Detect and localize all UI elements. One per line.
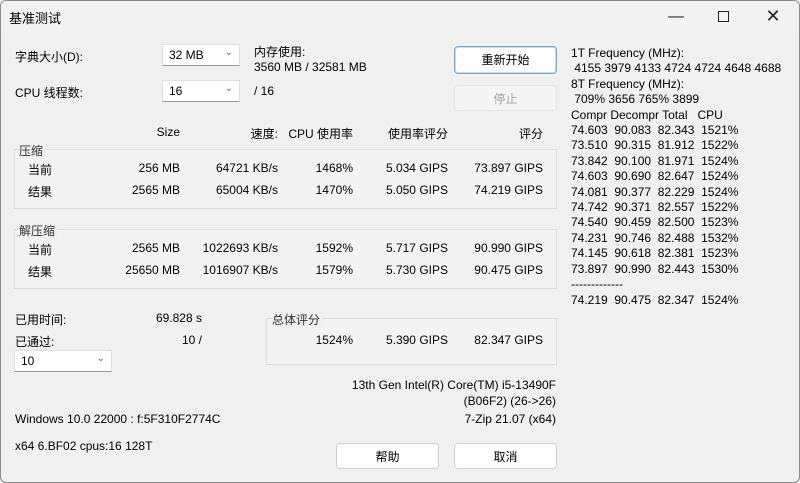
os-info: Windows 10.0 22000 : f:5F310F2774C (15, 412, 221, 426)
passes-select[interactable]: 10 ⌄ (14, 350, 112, 372)
arch-info: x64 6.BF02 cpus:16 128T (15, 439, 153, 453)
restart-button[interactable]: 重新开始 (454, 46, 557, 74)
decompress-size: 2565 MB (131, 241, 180, 255)
stop-button[interactable]: 停止 (454, 85, 557, 111)
total-score: 82.347 GIPS (474, 333, 543, 347)
log-line: 74.219 90.475 82.347 1524% (571, 292, 739, 307)
compress-size: 256 MB (138, 161, 180, 175)
window-title: 基准测试 (9, 11, 62, 26)
log-line: 74.081 90.377 82.229 1524% (571, 184, 739, 199)
chevron-down-icon: ⌄ (224, 47, 233, 58)
chevron-down-icon: ⌄ (96, 353, 105, 364)
compress-rating: 5.034 GIPS (385, 161, 448, 175)
total-label: 总体评分 (272, 311, 323, 328)
compress-cpu-usage: 1468% (315, 161, 353, 175)
cpu-name: 13th Gen Intel(R) Core(TM) i5-13490F (351, 378, 556, 392)
threads-value: 16 (169, 84, 183, 98)
log-line: ------------- (571, 277, 623, 292)
compress-cpu-usage: 1470% (315, 183, 353, 197)
threads-max: / 16 (254, 84, 275, 98)
chevron-down-icon: ⌄ (224, 83, 233, 94)
threads-select[interactable]: 16 ⌄ (162, 80, 240, 102)
compress-row-label: 结果 (28, 185, 53, 199)
log-line: 709% 3656 765% 3899 (571, 92, 700, 107)
decompress-rating: 5.730 GIPS (385, 263, 448, 277)
log-line: 8T Frequency (MHz): (571, 76, 685, 91)
version-info: 7-Zip 21.07 (x64) (464, 412, 556, 426)
memory-label: 内存使用: (254, 45, 306, 59)
title-bar: 基准测试 — ✕ (1, 1, 799, 32)
compress-size: 2565 MB (131, 183, 180, 197)
log-line: 73.842 90.100 81.971 1524% (571, 153, 739, 168)
threads-label: CPU 线程数: (15, 86, 84, 100)
log-line: 74.603 90.083 82.343 1521% (571, 123, 739, 138)
log-line: 4155 3979 4133 4724 4724 4648 4688 (571, 61, 782, 76)
benchmark-log: 1T Frequency (MHz): 4155 3979 4133 4724 … (571, 46, 781, 308)
header-size: Size (156, 125, 180, 139)
close-icon[interactable]: ✕ (765, 6, 781, 26)
decompress-group (14, 229, 557, 289)
header-score: 评分 (518, 127, 543, 141)
decompress-row-label: 结果 (28, 265, 53, 279)
decompress-speed: 1022693 KB/s (202, 241, 278, 255)
dict-size-label: 字典大小(D): (15, 50, 83, 64)
compress-speed: 64721 KB/s (215, 161, 278, 175)
log-line: Compr Decompr Total CPU (571, 107, 723, 122)
elapsed-value: 69.828 s (155, 311, 202, 325)
compress-score: 74.219 GIPS (474, 183, 543, 197)
log-line: 74.145 90.618 82.381 1523% (571, 246, 739, 261)
maximize-icon[interactable] (700, 1, 746, 32)
help-button[interactable]: 帮助 (336, 443, 439, 469)
decompress-rating: 5.717 GIPS (385, 241, 448, 255)
log-line: 74.540 90.459 82.500 1523% (571, 215, 739, 230)
total-rating: 5.390 GIPS (385, 333, 448, 347)
dict-size-select[interactable]: 32 MB ⌄ (162, 44, 240, 66)
compress-row-label: 当前 (28, 163, 53, 177)
header-rating: 使用率评分 (387, 127, 448, 141)
log-line: 74.231 90.746 82.488 1532% (571, 230, 739, 245)
log-line: 73.510 90.315 81.912 1522% (571, 138, 739, 153)
log-line: 73.897 90.990 82.443 1530% (571, 261, 739, 276)
compress-group (14, 149, 557, 209)
passed-label: 已通过: (15, 335, 55, 349)
passed-value: 10 / (181, 333, 202, 347)
decompress-speed: 1016907 KB/s (202, 263, 278, 277)
decompress-label: 解压缩 (19, 222, 58, 239)
cpu-id: (B06F2) (26->26) (463, 394, 556, 408)
compress-speed: 65004 KB/s (215, 183, 278, 197)
log-line: 1T Frequency (MHz): (571, 46, 685, 60)
compress-score: 73.897 GIPS (474, 161, 543, 175)
passes-value: 10 (21, 354, 35, 368)
decompress-score: 90.475 GIPS (474, 263, 543, 277)
minimize-icon[interactable]: — (668, 7, 684, 25)
elapsed-label: 已用时间: (15, 313, 67, 327)
header-speed: 速度: (250, 127, 278, 141)
compress-label: 压缩 (19, 142, 46, 159)
cancel-button[interactable]: 取消 (454, 443, 557, 469)
decompress-row-label: 当前 (28, 243, 53, 257)
decompress-size: 25650 MB (125, 263, 180, 277)
decompress-cpu-usage: 1579% (315, 263, 353, 277)
dict-size-value: 32 MB (169, 48, 204, 62)
memory-value: 3560 MB / 32581 MB (254, 60, 367, 74)
decompress-cpu-usage: 1592% (315, 241, 353, 255)
header-cpu-usage: CPU 使用率 (288, 127, 353, 141)
decompress-score: 90.990 GIPS (474, 241, 543, 255)
compress-rating: 5.050 GIPS (385, 183, 448, 197)
log-line: 74.742 90.371 82.557 1522% (571, 200, 739, 215)
log-line: 74.603 90.690 82.647 1524% (571, 169, 739, 184)
total-cpu: 1524% (315, 333, 353, 347)
